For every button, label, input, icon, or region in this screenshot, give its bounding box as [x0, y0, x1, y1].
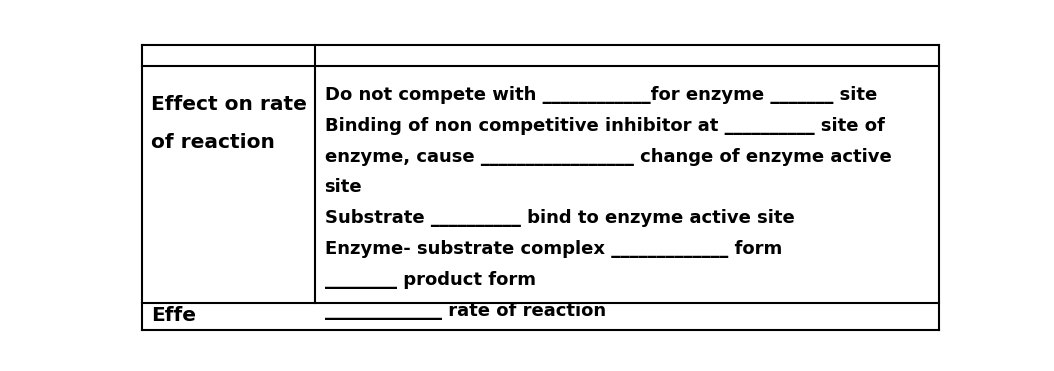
- Text: _____________ rate of reaction: _____________ rate of reaction: [325, 302, 606, 320]
- Text: ________ product form: ________ product form: [325, 271, 535, 289]
- Text: Do not compete with ____________for enzyme _______ site: Do not compete with ____________for enzy…: [325, 86, 877, 104]
- Text: Enzyme- substrate complex _____________ form: Enzyme- substrate complex _____________ …: [325, 240, 782, 258]
- Text: Substrate __________ bind to enzyme active site: Substrate __________ bind to enzyme acti…: [325, 209, 795, 227]
- Bar: [141, 45, 939, 66]
- Bar: [141, 66, 939, 303]
- Bar: [141, 303, 939, 330]
- Text: site: site: [325, 178, 363, 197]
- Text: Binding of non competitive inhibitor at __________ site of: Binding of non competitive inhibitor at …: [325, 117, 884, 135]
- Text: of reaction: of reaction: [152, 133, 275, 152]
- Text: Effe: Effe: [152, 306, 196, 325]
- Text: Effect on rate: Effect on rate: [152, 95, 307, 114]
- Text: enzyme, cause _________________ change of enzyme active: enzyme, cause _________________ change o…: [325, 148, 892, 165]
